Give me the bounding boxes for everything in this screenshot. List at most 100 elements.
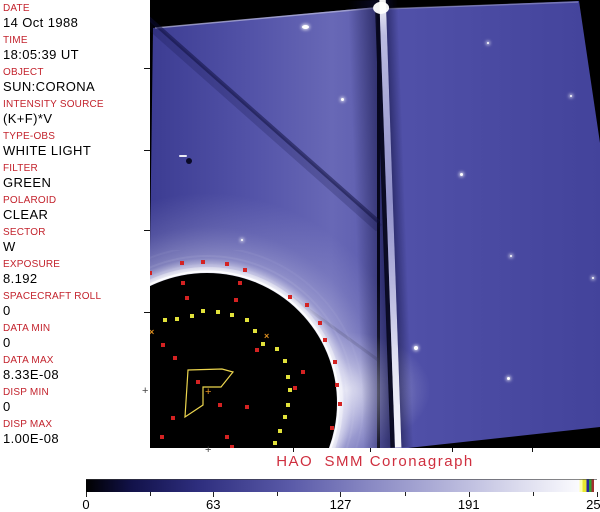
metadata-field: DISP MAX 1.00E-08 bbox=[3, 419, 150, 446]
red-fiducial-dot bbox=[301, 370, 305, 374]
red-fiducial-dot bbox=[338, 402, 342, 406]
yellow-fiducial-dot bbox=[283, 359, 287, 363]
diagonal-shadow bbox=[150, 16, 381, 224]
yellow-fiducial-dot bbox=[278, 429, 282, 433]
dark-spot bbox=[186, 158, 192, 164]
colorbar-tick-label: 63 bbox=[206, 497, 221, 512]
metadata-field-label: OBJECT bbox=[3, 67, 44, 78]
metadata-field-value: GREEN bbox=[3, 175, 52, 190]
metadata-field-label: EXPOSURE bbox=[3, 259, 61, 270]
yellow-fiducial-dot bbox=[216, 310, 220, 314]
red-fiducial-dot bbox=[185, 296, 189, 300]
plus-marker-icon: + bbox=[205, 386, 212, 398]
yellow-fiducial-dot bbox=[190, 314, 194, 318]
red-fiducial-dot bbox=[201, 260, 205, 264]
metadata-field: OBJECT SUN:CORONA bbox=[3, 67, 150, 94]
metadata-field-label: SPACECRAFT ROLL bbox=[3, 291, 102, 302]
red-fiducial-dot bbox=[160, 435, 164, 439]
metadata-field: EXPOSURE 8.192 bbox=[3, 259, 150, 286]
metadata-field-label: DISP MIN bbox=[3, 387, 49, 398]
image-left-tick bbox=[144, 150, 150, 151]
colorbar-minor-tick bbox=[404, 492, 406, 496]
yellow-fiducial-dot bbox=[253, 329, 257, 333]
colorbar bbox=[86, 479, 597, 492]
colorbar-major-tick bbox=[86, 492, 87, 497]
metadata-field-value: 0 bbox=[3, 335, 11, 350]
star-point bbox=[570, 95, 572, 97]
diagonal-shadow-soft bbox=[150, 19, 382, 232]
red-fiducial-dot bbox=[150, 271, 152, 275]
red-fiducial-dot bbox=[161, 343, 165, 347]
image-bottom-tick bbox=[532, 448, 533, 452]
star-point bbox=[302, 25, 309, 29]
coronagraph-image: × × + bbox=[150, 0, 600, 448]
yellow-fiducial-dot bbox=[275, 347, 279, 351]
metadata-field-label: FILTER bbox=[3, 163, 38, 174]
star-point bbox=[460, 173, 463, 176]
yellow-fiducial-dot bbox=[283, 415, 287, 419]
metadata-field: SECTOR W bbox=[3, 227, 150, 254]
red-fiducial-dot bbox=[230, 445, 234, 448]
metadata-field-label: DATE bbox=[3, 3, 30, 14]
yellow-fiducial-dot bbox=[286, 403, 290, 407]
colorbar-minor-tick bbox=[277, 492, 279, 496]
colorbar-major-tick bbox=[213, 492, 215, 497]
metadata-field-value: 0 bbox=[3, 303, 11, 318]
metadata-field: DATA MIN 0 bbox=[3, 323, 150, 350]
metadata-field-label: TYPE-OBS bbox=[3, 131, 56, 142]
yellow-fiducial-dot bbox=[261, 342, 265, 346]
metadata-field-value: (K+F)*V bbox=[3, 111, 53, 126]
colorbar-minor-tick bbox=[149, 492, 151, 496]
red-fiducial-dot bbox=[335, 383, 339, 387]
colorbar-tick-label: 127 bbox=[329, 497, 352, 512]
red-fiducial-dot bbox=[333, 360, 337, 364]
red-fiducial-dot bbox=[225, 435, 229, 439]
red-fiducial-dot bbox=[180, 261, 184, 265]
star-point bbox=[341, 98, 344, 101]
metadata-field: TIME 18:05:39 UT bbox=[3, 35, 150, 62]
top-edge-highlight bbox=[154, 7, 376, 29]
red-fiducial-dot bbox=[243, 268, 247, 272]
metadata-field: FILTER GREEN bbox=[3, 163, 150, 190]
metadata-field-value: SUN:CORONA bbox=[3, 79, 96, 94]
star-point bbox=[487, 42, 489, 44]
metadata-field-value: CLEAR bbox=[3, 207, 49, 222]
yellow-fiducial-dot bbox=[286, 375, 290, 379]
red-fiducial-dot bbox=[181, 281, 185, 285]
occulting-disk bbox=[150, 273, 337, 448]
image-bottom-tick bbox=[370, 448, 371, 452]
colorbar-tick-label: 255 bbox=[586, 497, 600, 512]
colorbar-tick-label: 191 bbox=[457, 497, 480, 512]
star-point bbox=[507, 377, 510, 380]
metadata-field-label: DATA MAX bbox=[3, 355, 54, 366]
image-title: HAO SMM Coronagraph bbox=[276, 453, 474, 470]
metadata-field-value: 8.192 bbox=[3, 271, 38, 286]
red-fiducial-dot bbox=[330, 426, 334, 430]
colorbar-major-tick bbox=[340, 492, 342, 497]
metadata-field-value: 0 bbox=[3, 399, 11, 414]
image-right-panel bbox=[380, 1, 600, 448]
calibration-polygon bbox=[184, 368, 235, 419]
red-fiducial-dot bbox=[323, 338, 327, 342]
metadata-sidebar: DATE 14 Oct 1988 TIME 18:05:39 UT OBJECT… bbox=[0, 0, 150, 448]
colorbar-minor-tick bbox=[533, 492, 535, 496]
image-left-tick bbox=[144, 230, 150, 231]
axis-plus-marker: + bbox=[205, 444, 212, 456]
image-bottom-tick bbox=[452, 448, 453, 452]
yellow-fiducial-dot bbox=[175, 317, 179, 321]
metadata-field-value: WHITE LIGHT bbox=[3, 143, 92, 158]
colorbar-tick-label: 0 bbox=[82, 497, 90, 512]
red-fiducial-dot bbox=[255, 348, 259, 352]
metadata-field: DATE 14 Oct 1988 bbox=[3, 3, 150, 30]
image-bottom-tick bbox=[293, 448, 294, 452]
metadata-field: TYPE-OBS WHITE LIGHT bbox=[3, 131, 150, 158]
metadata-field: SPACECRAFT ROLL 0 bbox=[3, 291, 150, 318]
metadata-field-label: DATA MIN bbox=[3, 323, 51, 334]
coronagraph-scene bbox=[150, 0, 600, 448]
image-left-tick bbox=[144, 68, 150, 69]
metadata-field-value: W bbox=[3, 239, 16, 254]
red-fiducial-dot bbox=[238, 281, 242, 285]
star-point bbox=[241, 239, 243, 241]
red-fiducial-dot bbox=[196, 380, 200, 384]
